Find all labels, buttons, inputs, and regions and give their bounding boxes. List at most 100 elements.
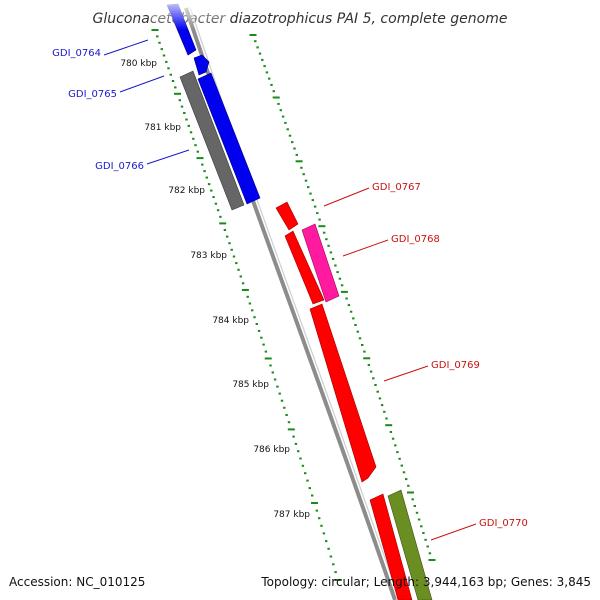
minor-tick <box>241 282 245 285</box>
minor-tick <box>300 166 303 169</box>
gene-label-gdi-0769[interactable]: GDI_0769 <box>431 360 480 371</box>
minor-tick <box>189 131 193 134</box>
gene-gdi-0770[interactable] <box>387 489 433 600</box>
inner-tick-track <box>151 29 342 581</box>
major-tick <box>311 502 318 504</box>
gene-gdi-0767[interactable] <box>275 201 299 231</box>
outer-tick-track <box>249 34 436 561</box>
gene-gdi-0768[interactable] <box>301 223 340 303</box>
major-tick <box>241 289 249 291</box>
minor-tick <box>363 350 366 353</box>
gene-label-gdi-0768[interactable]: GDI_0768 <box>391 234 440 245</box>
minor-tick <box>315 509 318 512</box>
gene-gdi-0766[interactable] <box>179 70 245 211</box>
minor-tick <box>378 397 382 400</box>
minor-tick <box>226 235 229 238</box>
accession-text: Accession: NC_010125 <box>9 575 145 589</box>
minor-tick <box>281 115 285 118</box>
gene-red-c[interactable] <box>369 493 413 600</box>
minor-tick <box>246 295 249 298</box>
minor-tick <box>420 525 423 528</box>
minor-tick <box>160 48 163 51</box>
minor-tick <box>307 186 310 189</box>
minor-tick <box>187 124 190 127</box>
gene-label-gdi-0765[interactable]: GDI_0765 <box>68 89 117 100</box>
major-tick <box>340 290 348 293</box>
minor-tick <box>223 229 227 231</box>
minor-tick <box>304 472 307 475</box>
major-tick <box>407 491 414 494</box>
minor-tick <box>400 464 403 467</box>
minor-tick <box>214 202 218 205</box>
minor-tick <box>327 244 330 247</box>
minor-tick <box>192 137 195 140</box>
minor-tick <box>158 41 161 44</box>
minor-tick <box>340 284 344 287</box>
minor-tick <box>270 83 273 86</box>
major-tick <box>249 34 257 36</box>
minor-tick <box>162 54 166 57</box>
minor-tick <box>293 147 296 150</box>
minor-tick <box>165 60 168 63</box>
tick-label: 784 kbp <box>212 316 249 326</box>
minor-tick <box>180 105 184 108</box>
gene-gdi-0769[interactable] <box>309 303 377 483</box>
minor-tick <box>349 310 353 313</box>
minor-tick <box>345 297 348 300</box>
minor-tick <box>278 392 281 395</box>
minor-tick <box>322 231 326 234</box>
minor-tick <box>230 248 233 251</box>
minor-tick <box>398 457 401 460</box>
minor-tick <box>391 437 395 440</box>
minor-tick <box>174 86 177 89</box>
tick-label: 781 kbp <box>144 123 181 133</box>
minor-tick <box>255 323 258 325</box>
minor-tick <box>308 487 311 490</box>
minor-tick <box>219 215 222 218</box>
minor-tick <box>253 316 256 319</box>
minor-tick <box>256 46 259 49</box>
minor-tick <box>402 471 406 474</box>
minor-tick <box>304 179 308 182</box>
minor-tick <box>407 484 410 487</box>
minor-tick <box>336 271 339 274</box>
minor-tick <box>178 99 181 102</box>
minor-tick <box>171 80 175 82</box>
minor-tick <box>291 141 294 144</box>
minor-tick <box>417 518 421 521</box>
minor-tick <box>287 421 291 424</box>
major-tick <box>318 225 326 228</box>
major-tick <box>196 157 204 160</box>
minor-tick <box>358 337 362 340</box>
gene-gdi-0765[interactable] <box>193 54 210 76</box>
minor-tick <box>286 128 289 131</box>
minor-tick <box>301 464 305 467</box>
minor-tick <box>288 134 292 137</box>
minor-tick <box>183 112 186 114</box>
tick-label: 780 kbp <box>120 59 157 69</box>
gene-blue-large[interactable] <box>197 72 261 205</box>
gene-red-b[interactable] <box>284 230 325 305</box>
minor-tick <box>374 384 377 386</box>
minor-tick <box>169 73 172 76</box>
minor-tick <box>299 457 302 460</box>
minor-tick <box>285 414 288 416</box>
major-tick <box>272 96 280 99</box>
reverse-genes <box>275 201 433 600</box>
major-tick <box>334 579 342 581</box>
gene-label-gdi-0770[interactable]: GDI_0770 <box>479 518 528 529</box>
minor-tick <box>212 196 215 199</box>
minor-tick <box>265 71 269 74</box>
gene-label-gdi-0767[interactable]: GDI_0767 <box>372 182 421 193</box>
minor-tick <box>271 371 274 374</box>
minor-tick <box>347 304 351 307</box>
minor-tick <box>311 494 314 497</box>
minor-tick <box>389 431 393 433</box>
minor-tick <box>156 35 159 38</box>
minor-tick <box>426 545 429 548</box>
minor-tick <box>422 532 425 534</box>
minor-tick <box>325 238 328 241</box>
minor-tick <box>239 275 242 278</box>
gene-label-gdi-0764[interactable]: GDI_0764 <box>52 48 101 59</box>
gene-label-gdi-0766[interactable]: GDI_0766 <box>95 161 144 172</box>
